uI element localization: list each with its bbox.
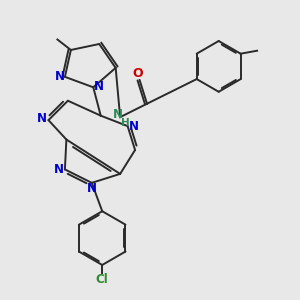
Text: N: N [87, 182, 97, 195]
Text: Cl: Cl [96, 273, 109, 286]
Text: N: N [129, 120, 139, 133]
Text: N: N [94, 80, 103, 93]
Text: N: N [55, 70, 64, 83]
Text: N: N [37, 112, 47, 125]
Text: N: N [113, 108, 123, 121]
Text: O: O [133, 67, 143, 80]
Text: N: N [54, 163, 64, 176]
Text: H: H [121, 118, 130, 128]
